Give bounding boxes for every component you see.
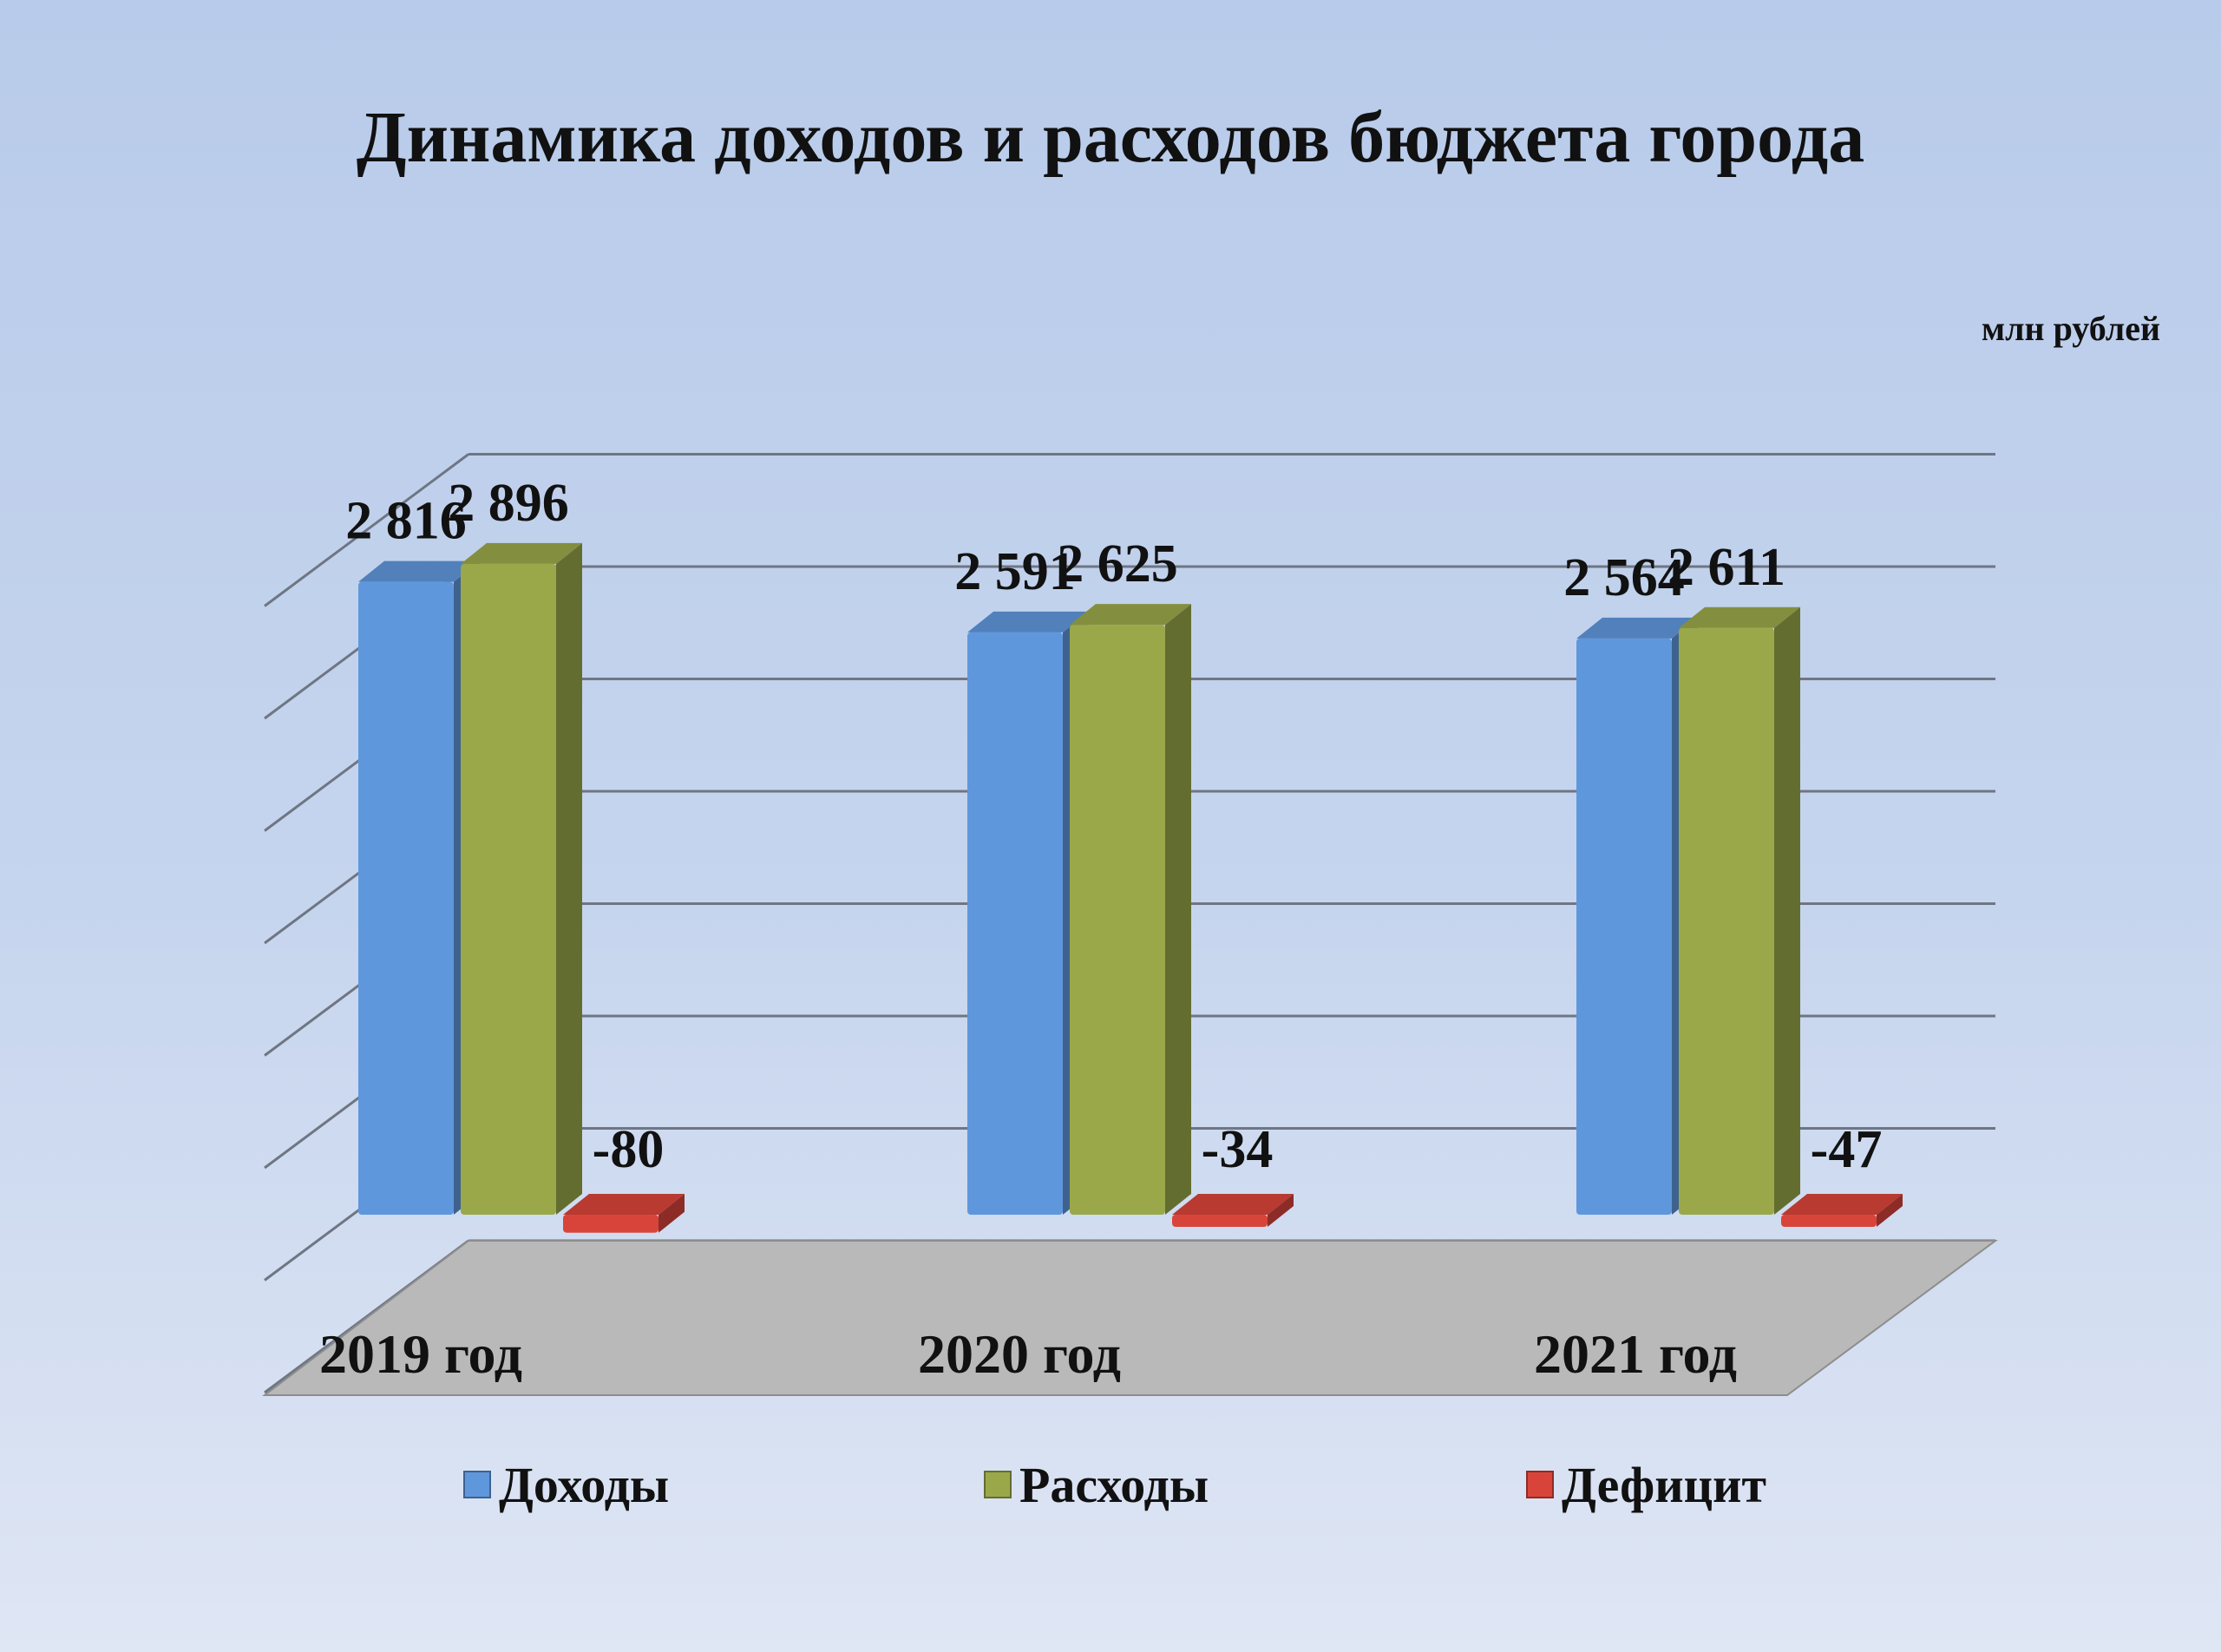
data-label: -47 (1811, 1120, 1883, 1179)
data-label: 2 564 (1563, 548, 1685, 607)
bar-top (1679, 606, 1800, 628)
bar-side (1165, 604, 1191, 1215)
bar-side (1268, 1194, 1294, 1227)
bar-Доходы (358, 581, 454, 1215)
data-label: 2 816 (345, 492, 467, 551)
data-label: 2 591 (954, 542, 1076, 601)
bar-top (1070, 604, 1191, 626)
bar-top (1781, 1194, 1903, 1215)
bar-Расходы (1070, 625, 1165, 1215)
legend-swatch (1526, 1471, 1554, 1498)
bar-Расходы (1679, 627, 1774, 1215)
legend-swatch (463, 1471, 491, 1498)
category-label: 2019 год (319, 1323, 522, 1385)
gridline-depth (264, 453, 469, 607)
bar-Доходы (1576, 638, 1672, 1215)
chart-floor (262, 1240, 1999, 1396)
bar-Дефицит (1172, 1215, 1268, 1227)
bar-top (967, 611, 1089, 633)
bar-side (1774, 606, 1800, 1215)
chart-title: Динамика доходов и расходов бюджета горо… (357, 97, 1864, 178)
data-label: -80 (593, 1120, 665, 1179)
legend-label: Доходы (499, 1457, 669, 1513)
data-label: -34 (1202, 1120, 1274, 1179)
bar-Дефицит (1781, 1215, 1877, 1227)
data-label: 2 896 (448, 474, 569, 533)
legend-label: Дефицит (1562, 1457, 1766, 1513)
plot-area: 2 816 2 591 2 564 2 896 2 625 2 611 -80 -34 -47 2… (262, 453, 1999, 1513)
bar-top (1576, 617, 1698, 639)
data-label: 2 611 (1667, 538, 1785, 597)
bar-Расходы (461, 563, 556, 1215)
bar-side (658, 1194, 685, 1233)
legend-label: Расходы (1019, 1457, 1209, 1513)
bar-top (563, 1194, 685, 1215)
data-label: 2 625 (1057, 534, 1178, 593)
legend-swatch (984, 1471, 1012, 1498)
category-label: 2021 год (1534, 1323, 1737, 1385)
bar-Доходы (967, 632, 1063, 1215)
bar-top (461, 542, 582, 564)
unit-label: млн рублей (1982, 309, 2160, 348)
bar-side (1877, 1194, 1903, 1227)
bar-side (556, 542, 582, 1215)
category-label: 2020 год (918, 1323, 1121, 1385)
bar-Дефицит (563, 1215, 658, 1233)
bar-top (358, 560, 480, 582)
bar-top (1172, 1194, 1294, 1215)
